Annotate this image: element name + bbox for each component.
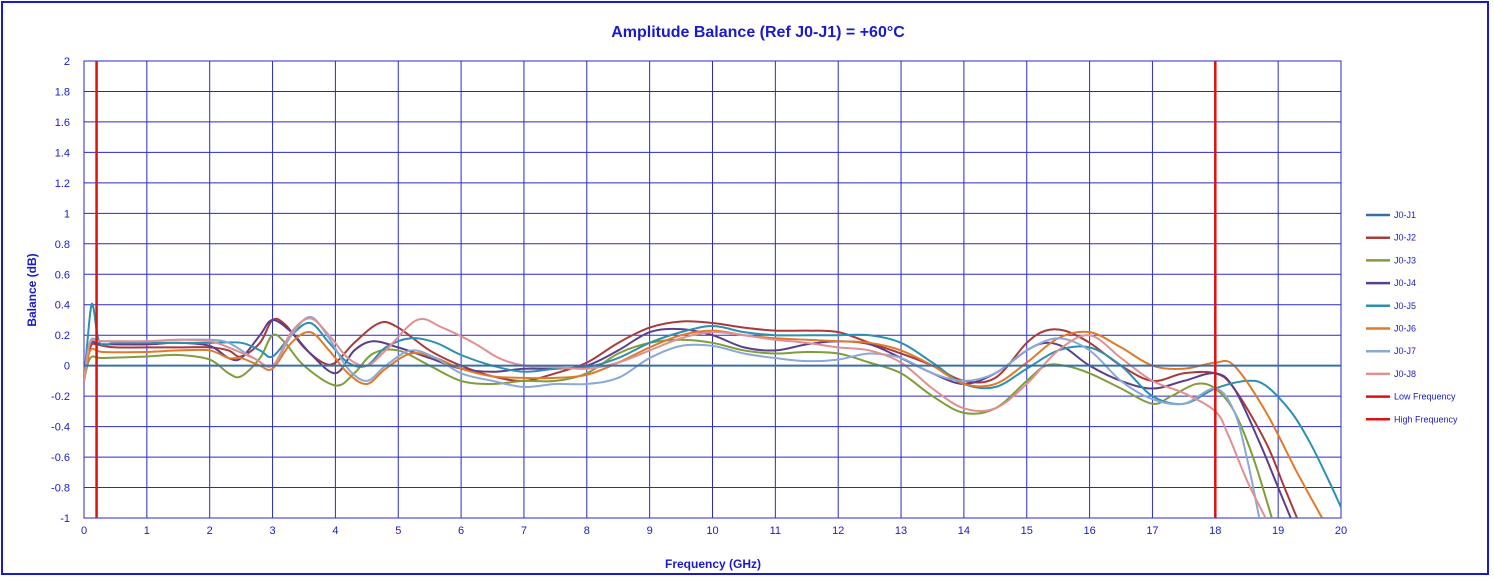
legend-label: J0-J3	[1394, 255, 1416, 265]
x-tick-label: 13	[895, 525, 907, 537]
x-tick-label: 2	[207, 525, 213, 537]
x-tick-label: 17	[1146, 525, 1158, 537]
x-tick-label: 3	[269, 525, 275, 537]
x-tick-label: 4	[332, 525, 338, 537]
legend-label: Low Frequency	[1394, 392, 1456, 402]
series-line-j0-j2	[84, 317, 1298, 518]
x-tick-label: 12	[832, 525, 844, 537]
y-tick-label: 1	[64, 208, 70, 220]
legend-label: J0-J5	[1394, 301, 1416, 311]
legend-label: J0-J8	[1394, 369, 1416, 379]
series-line-j0-j8	[84, 317, 1267, 518]
x-tick-label: 20	[1335, 525, 1347, 537]
x-tick-label: 14	[958, 525, 970, 537]
x-tick-label: 15	[1021, 525, 1033, 537]
y-tick-label: 0.2	[55, 330, 70, 342]
y-tick-label: 1.4	[55, 147, 70, 159]
y-tick-label: 0.8	[55, 239, 70, 251]
y-tick-label: 0.4	[55, 300, 70, 312]
series-line-j0-j4	[84, 318, 1292, 518]
legend-label: J0-J7	[1394, 346, 1416, 356]
y-tick-label: 1.2	[55, 178, 70, 190]
legend-label: J0-J4	[1394, 278, 1416, 288]
y-tick-label: -0.2	[51, 391, 70, 403]
y-tick-label: 1.6	[55, 117, 70, 129]
x-tick-label: 6	[458, 525, 464, 537]
y-tick-label: 0.6	[55, 269, 70, 281]
y-tick-label: -1	[60, 513, 70, 525]
x-tick-label: 9	[647, 525, 653, 537]
frequency-markers	[95, 61, 1217, 518]
y-tick-label: 0	[64, 361, 70, 373]
x-tick-label: 8	[584, 525, 590, 537]
x-tick-label: 5	[395, 525, 401, 537]
series-line-j0-j5	[84, 302, 1341, 508]
tick-labels: 0 1 2 3 4 5 6 7 8 9 10 11 12 13 14 15 16 17 18 19 20-1-0.8-0…	[51, 56, 1347, 537]
legend-label: J0-J1	[1394, 210, 1416, 220]
series-line-j0-j6	[84, 329, 1324, 518]
y-tick-label: -0.6	[51, 452, 70, 464]
x-tick-label: 11	[770, 525, 781, 537]
y-axis-label: Balance (dB)	[25, 253, 39, 326]
x-tick-label: 18	[1209, 525, 1221, 537]
x-tick-label: 0	[81, 525, 87, 537]
legend-label: J0-J6	[1394, 324, 1416, 334]
y-tick-label: -0.4	[51, 422, 70, 434]
x-tick-label: 1	[144, 525, 150, 537]
x-tick-label: 19	[1272, 525, 1284, 537]
legend: J0-J1 J0-J2 J0-J3 J0-J4 J0-J5 J0-J6 J0-J7 J0-J8…	[1366, 210, 1458, 424]
y-tick-label: -0.8	[51, 483, 70, 495]
x-tick-label: 16	[1083, 525, 1095, 537]
y-tick-label: 2	[64, 56, 70, 68]
y-tick-label: 1.8	[55, 86, 70, 98]
chart-title: Amplitude Balance (Ref J0-J1) = +60°C	[611, 24, 905, 41]
x-tick-label: 10	[706, 525, 718, 537]
x-axis-label: Frequency (GHz)	[665, 557, 761, 571]
legend-label: High Frequency	[1394, 414, 1458, 424]
grid	[83, 60, 1342, 519]
series-lines	[84, 302, 1341, 518]
legend-label: J0-J2	[1394, 233, 1416, 243]
x-tick-label: 7	[521, 525, 527, 537]
